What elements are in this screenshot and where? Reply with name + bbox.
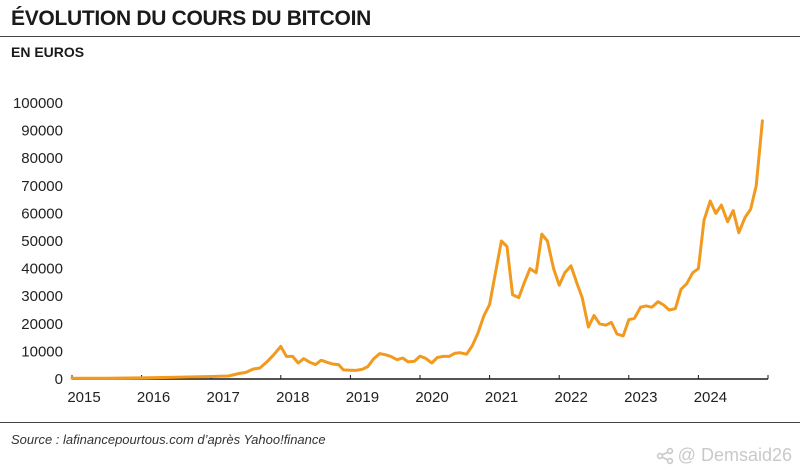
- y-tick-label: 100000: [13, 95, 63, 112]
- y-tick-label: 60000: [21, 205, 63, 222]
- watermark-text: @ Demsaid26: [677, 445, 792, 465]
- y-tick-label: 70000: [21, 178, 63, 195]
- y-tick-label: 40000: [21, 261, 63, 278]
- x-tick-label: 2016: [137, 389, 170, 406]
- line-chart: 0 10000 20000 30000 40000 50000 60000 70000 8000…: [13, 95, 769, 406]
- x-tick-label: 2019: [346, 389, 379, 406]
- x-tick-label: 2023: [624, 389, 657, 406]
- x-tick-label: 2021: [485, 389, 518, 406]
- chart-title: ÉVOLUTION DU COURS DU BITCOIN: [11, 7, 371, 30]
- x-tick-label: 2017: [207, 389, 240, 406]
- x-tick-label: 2015: [67, 389, 100, 406]
- y-tick-label: 20000: [21, 316, 63, 333]
- chart-subtitle: EN EUROS: [11, 44, 85, 60]
- x-tick-label: 2018: [276, 389, 309, 406]
- y-tick-label: 80000: [21, 150, 63, 167]
- x-axis: 2015 2016 2017 2018 2019 2020 2021 2022 2023 2024: [67, 375, 769, 406]
- x-tick-label: 2022: [555, 389, 588, 406]
- header-rule: [0, 36, 800, 37]
- footer-rule: [0, 422, 800, 423]
- y-tick-label: 0: [55, 371, 63, 388]
- y-tick-label: 90000: [21, 123, 63, 140]
- share-icon: [656, 447, 673, 464]
- y-tick-label: 30000: [21, 288, 63, 305]
- y-tick-label: 50000: [21, 233, 63, 250]
- series-group: [70, 119, 764, 380]
- source-note: Source : lafinancepourtous.com d’après Y…: [11, 432, 326, 447]
- y-axis: 0 10000 20000 30000 40000 50000 60000 70000 8000…: [13, 95, 63, 388]
- series-line: [70, 119, 764, 380]
- x-tick-label: 2020: [415, 389, 448, 406]
- y-tick-label: 10000: [21, 343, 63, 360]
- watermark: @ Demsaid26: [656, 445, 792, 466]
- x-tick-label: 2024: [694, 389, 727, 406]
